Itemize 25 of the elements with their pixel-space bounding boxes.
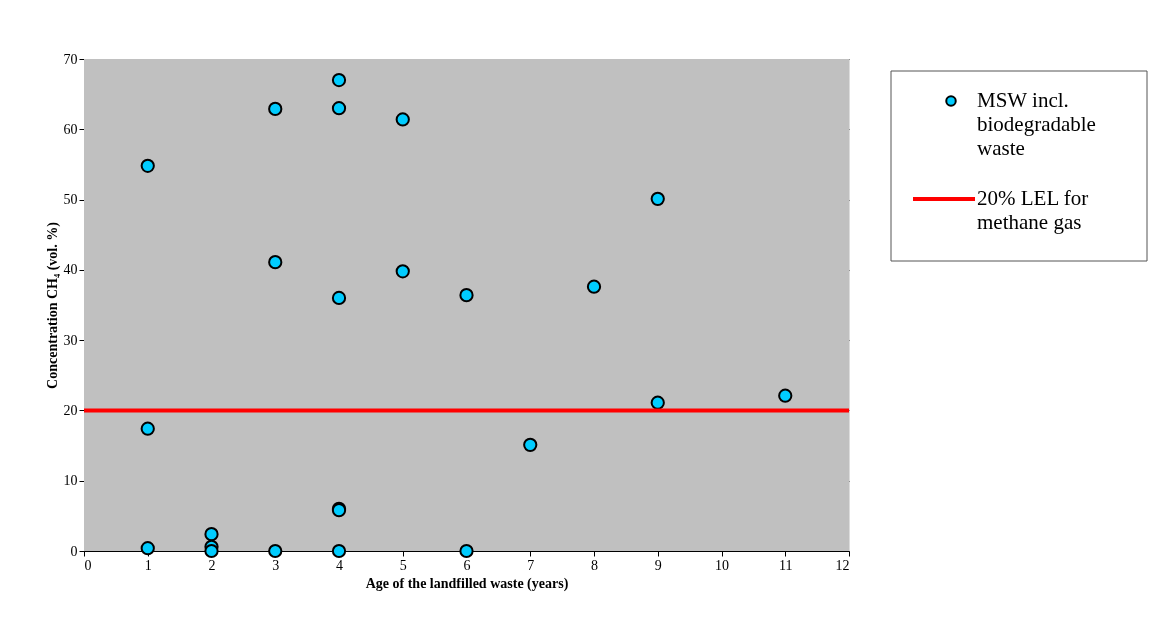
y-tick-label: 30: [63, 332, 78, 348]
y-tick-label: 50: [63, 192, 78, 208]
x-tick-label: 8: [591, 557, 598, 573]
x-tick-label: 7: [527, 557, 535, 573]
x-axis-title: Age of the landfilled waste (years): [365, 575, 569, 592]
x-tick-label: 6: [463, 557, 471, 573]
legend-label: MSW incl. biodegradable waste: [977, 88, 1096, 160]
x-tick-label: 3: [272, 557, 280, 573]
x-tick-label: 9: [654, 557, 662, 573]
x-tick-label: 12: [835, 557, 850, 573]
x-tick-label: 0: [84, 557, 92, 573]
y-tick-label: 60: [63, 121, 78, 137]
x-tick-label: 11: [779, 557, 793, 573]
x-tick-label: 10: [715, 557, 729, 573]
x-tick-label: 1: [144, 557, 152, 573]
y-tick-label: 70: [63, 51, 78, 67]
x-tick-label: 5: [399, 557, 407, 573]
legend-label: 20% LEL for methane gas: [977, 186, 1089, 234]
y-axis-title: Concentration CH₄ (vol. %): [44, 221, 61, 389]
x-tick-label: 2: [208, 557, 216, 573]
y-tick-label: 20: [63, 402, 78, 418]
y-tick-label: 40: [63, 262, 78, 278]
y-tick-label: 10: [63, 473, 78, 489]
x-tick-label: 4: [336, 557, 343, 573]
y-tick-label: 0: [70, 543, 78, 559]
